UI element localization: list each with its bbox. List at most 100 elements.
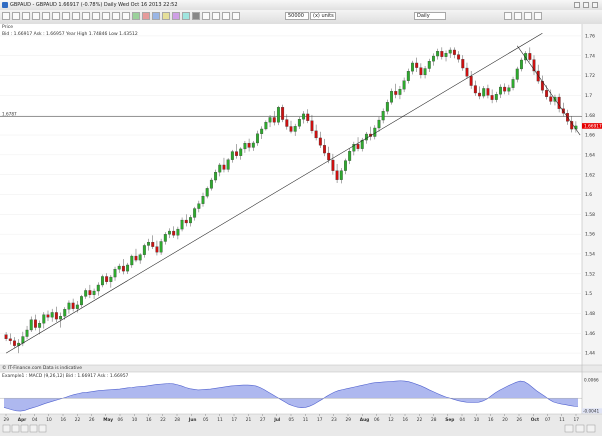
timeframe-select[interactable]: Daily	[414, 12, 446, 20]
fit-icon[interactable]	[38, 424, 47, 433]
maximize-icon[interactable]	[583, 2, 589, 8]
candle	[184, 214, 188, 227]
save-icon[interactable]	[222, 12, 230, 20]
candle	[352, 141, 356, 156]
x-tick-label: 10	[132, 417, 138, 423]
x-tick-label: 05	[289, 417, 295, 423]
fib-tool-icon[interactable]	[62, 12, 70, 20]
quantity-input[interactable]: 50000	[285, 12, 309, 20]
candle	[289, 120, 293, 134]
price-axis-area	[582, 24, 602, 365]
minimize-icon[interactable]	[574, 2, 580, 8]
candle	[356, 137, 360, 152]
scroll-right-icon[interactable]	[11, 424, 20, 433]
color-purple-icon[interactable]	[172, 12, 180, 20]
candle-body	[381, 111, 385, 121]
zoom-in-icon[interactable]	[20, 424, 29, 433]
candle-body	[448, 49, 452, 54]
candle	[176, 226, 180, 240]
macd-current-tag	[582, 408, 602, 414]
crosshair-tool-icon[interactable]	[12, 12, 20, 20]
candle-body	[545, 90, 549, 97]
x-tick-label: 12	[388, 417, 394, 423]
toolbar-extra-icon-3[interactable]	[524, 12, 532, 20]
toolbar-extra-icon-2[interactable]	[514, 12, 522, 20]
candle-body	[96, 284, 100, 292]
x-tick-label: 06	[118, 417, 124, 423]
color-red-icon[interactable]	[142, 12, 150, 20]
y-tick-label: 1.52	[585, 271, 595, 277]
candle	[121, 259, 125, 275]
text-tool-icon[interactable]	[52, 12, 60, 20]
toolbar-extra-icon-1[interactable]	[504, 12, 512, 20]
unit-select[interactable]: (x) units	[310, 12, 336, 20]
candle-body	[80, 296, 83, 306]
x-tick-label: 27	[260, 417, 266, 423]
color-yellow-icon[interactable]	[162, 12, 170, 20]
x-tick-label: May	[103, 417, 113, 423]
scroll-left-icon[interactable]	[2, 424, 11, 433]
candle-body	[159, 241, 163, 253]
line-tool-icon[interactable]	[22, 12, 30, 20]
macd-indicator: 0.0066 -0.0041	[0, 378, 602, 414]
macd-line	[3, 380, 579, 412]
indicator-tool-icon[interactable]	[92, 12, 100, 20]
candle	[528, 47, 532, 62]
toolbar-extra-icon-4[interactable]	[534, 12, 542, 20]
candle	[59, 312, 63, 328]
settings-tool-icon[interactable]	[102, 12, 110, 20]
template-icon[interactable]	[202, 12, 210, 20]
candle-body	[348, 151, 352, 161]
candle-body	[369, 133, 373, 137]
candle	[478, 86, 481, 100]
price-panel-label: Price	[2, 25, 13, 30]
help-icon[interactable]	[232, 12, 240, 20]
candle	[364, 131, 368, 144]
candle	[377, 116, 381, 132]
bar-type-icon[interactable]	[122, 12, 130, 20]
candle-body	[444, 53, 448, 57]
zoom-tool-icon[interactable]	[42, 12, 50, 20]
color-teal-icon[interactable]	[182, 12, 190, 20]
candle	[323, 138, 326, 157]
arrow-tool-icon[interactable]	[82, 12, 90, 20]
chart-type-icon[interactable]	[112, 12, 120, 20]
channel-tool-icon[interactable]	[72, 12, 80, 20]
candle-body	[54, 312, 58, 320]
chart-menu-icon[interactable]	[575, 424, 585, 433]
zoom-out-icon[interactable]	[29, 424, 38, 433]
candle-body	[318, 137, 322, 146]
candle	[168, 228, 171, 239]
y-tick-label: 1.7	[585, 93, 592, 99]
candle	[151, 235, 155, 250]
candle	[197, 200, 201, 213]
y-tick-label: 1.56	[585, 232, 595, 238]
candle-body	[247, 143, 251, 148]
candle-body	[276, 107, 280, 123]
color-gray-icon[interactable]	[192, 12, 200, 20]
print-icon[interactable]	[212, 12, 220, 20]
close-chart-icon[interactable]	[586, 424, 596, 433]
color-green-icon[interactable]	[132, 12, 140, 20]
candle	[536, 64, 540, 84]
horizontal-line-tool-icon[interactable]	[32, 12, 40, 20]
y-tick-label: 1.58	[585, 212, 595, 218]
cursor-tool-icon[interactable]	[2, 12, 10, 20]
candle	[201, 192, 205, 207]
candle	[398, 85, 402, 100]
candle-body	[163, 234, 167, 242]
candle-body	[71, 302, 75, 309]
zoom-slider-icon[interactable]	[564, 424, 574, 433]
candle-body	[532, 59, 536, 72]
candle	[448, 47, 452, 58]
close-icon[interactable]	[592, 2, 598, 8]
x-tick-label: 07	[545, 417, 551, 423]
color-blue-icon[interactable]	[152, 12, 160, 20]
candle	[33, 314, 37, 331]
y-tick-label: 1.5	[585, 291, 592, 297]
y-tick-label: 1.46	[585, 331, 595, 337]
candle-body	[260, 128, 264, 134]
candle-body	[201, 196, 205, 204]
candle	[63, 307, 67, 320]
